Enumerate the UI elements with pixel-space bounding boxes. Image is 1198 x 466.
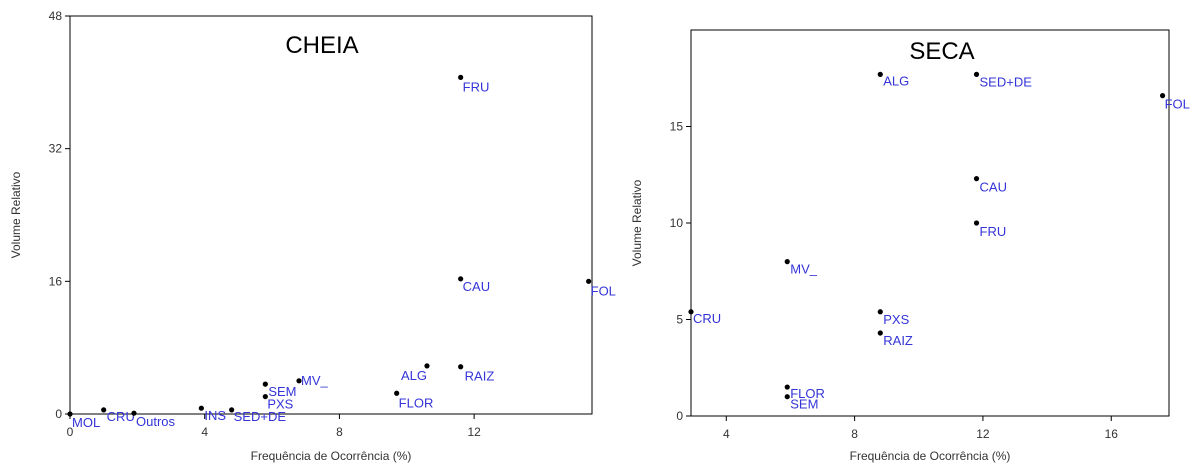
cheia-point-mol (67, 411, 73, 417)
seca-point-label: SED+DE (980, 74, 1033, 89)
cheia-point-pxs (262, 393, 268, 400)
seca-point-mv- (784, 259, 790, 265)
cheia-point-label: RAIZ (465, 369, 495, 384)
cheia-y-tick-label: 32 (49, 142, 63, 156)
cheia-point-label: FLOR (399, 395, 434, 410)
seca-point-cau (973, 176, 980, 182)
seca-point-pxs (877, 309, 883, 315)
seca-y-axis-title: Volume Relativo (630, 179, 644, 266)
seca-y-tick-label: 15 (670, 120, 684, 134)
seca-point-fol (1159, 93, 1166, 99)
seca-point-sem (784, 394, 790, 400)
cheia-y-tick-label: 16 (49, 274, 63, 288)
cheia-point-fol (586, 278, 592, 284)
cheia-x-axis-title: Frequência de Ocorrência (%) (251, 449, 412, 463)
cheia-x-tick-label: 8 (336, 425, 343, 439)
seca-point-label: SEM (790, 397, 818, 412)
seca-y-tick-label: 10 (670, 216, 684, 230)
cheia-point-cru (101, 407, 107, 413)
seca-point-label: PXS (883, 312, 909, 327)
cheia-point-mv- (296, 378, 302, 384)
cheia-point-label: PXS (267, 397, 293, 412)
cheia-point-flor (394, 390, 400, 396)
seca-y-tick-label: 5 (676, 313, 683, 327)
cheia-point-label: INS (204, 408, 226, 423)
cheia-panel-title: CHEIA (285, 32, 358, 59)
cheia-point-label: SEM (268, 384, 296, 399)
seca-point-cru (688, 309, 694, 315)
cheia-point-raiz (458, 364, 464, 370)
cheia-point-label: CAU (463, 279, 490, 294)
cheia-x-tick-label: 12 (467, 425, 481, 439)
seca-point-label: MV_ (790, 262, 818, 277)
cheia-point-sed-de (229, 407, 235, 413)
seca-point-alg (877, 71, 883, 77)
seca-point-raiz (877, 330, 883, 336)
seca-panel-title: SECA (909, 38, 974, 65)
seca-x-tick-label: 4 (723, 427, 730, 441)
cheia-point-ins (198, 405, 204, 411)
seca-y-tick-label: 0 (676, 409, 683, 423)
cheia-x-tick-label: 0 (67, 425, 74, 439)
seca-x-axis-title: Frequência de Ocorrência (%) (850, 449, 1011, 463)
cheia-y-tick-label: 48 (49, 9, 63, 23)
seca-x-tick-label: 16 (1105, 427, 1119, 441)
seca-point-label: FLOR (790, 386, 825, 401)
cheia-point-fru (458, 74, 464, 80)
seca-point-label: FRU (980, 224, 1007, 239)
seca-point-label: ALG (883, 73, 909, 88)
seca-point-flor (784, 384, 790, 390)
cheia-y-tick-label: 0 (55, 407, 62, 421)
cheia-point-outros (131, 410, 137, 416)
seca-x-tick-label: 8 (851, 427, 858, 441)
cheia-point-label: MV_ (301, 373, 329, 388)
cheia-y-axis-title: Volume Relativo (9, 171, 23, 258)
cheia-x-tick-label: 4 (201, 425, 208, 439)
seca-point-fru (973, 220, 980, 226)
seca-point-label: RAIZ (883, 333, 913, 348)
seca-plot-frame (690, 29, 1170, 417)
seca-point-sed-de (973, 71, 980, 77)
cheia-point-cau (458, 276, 464, 282)
cheia-point-alg (424, 363, 430, 369)
cheia-point-label: MOL (72, 415, 100, 430)
cheia-point-sem (262, 381, 268, 387)
cheia-plot-frame (69, 15, 593, 415)
cheia-point-label: Outros (136, 414, 176, 429)
cheia-point-label: ALG (401, 368, 427, 383)
cheia-point-label: FRU (463, 79, 490, 94)
cheia-point-label: FOL (591, 283, 616, 298)
seca-point-label: CAU (980, 180, 1007, 195)
seca-point-label: FOL (1165, 97, 1190, 112)
cheia-point-label: SED+DE (234, 409, 287, 424)
seca-point-label: CRU (693, 311, 721, 326)
cheia-point-label: CRU (107, 409, 135, 424)
seca-x-tick-label: 12 (976, 427, 990, 441)
